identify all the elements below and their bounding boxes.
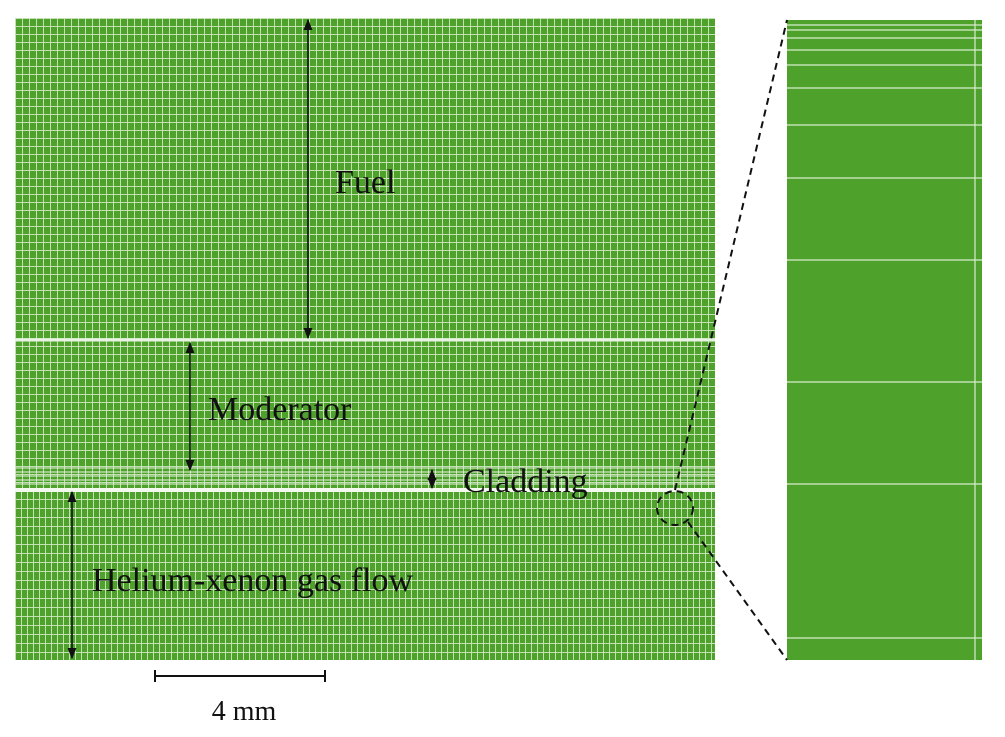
zoom-panel: [787, 20, 982, 660]
fuel-label: Fuel: [335, 164, 395, 201]
scale-label: 4 mm: [212, 696, 277, 727]
gas-flow-label: Helium-xenon gas flow: [92, 562, 413, 599]
arrows: [67, 18, 437, 660]
scale-bar: [154, 670, 326, 682]
mesh: [15, 18, 715, 660]
zoom-callout: [656, 19, 788, 661]
moderator-label: Moderator: [208, 391, 352, 428]
cladding-label: Cladding: [463, 463, 588, 500]
